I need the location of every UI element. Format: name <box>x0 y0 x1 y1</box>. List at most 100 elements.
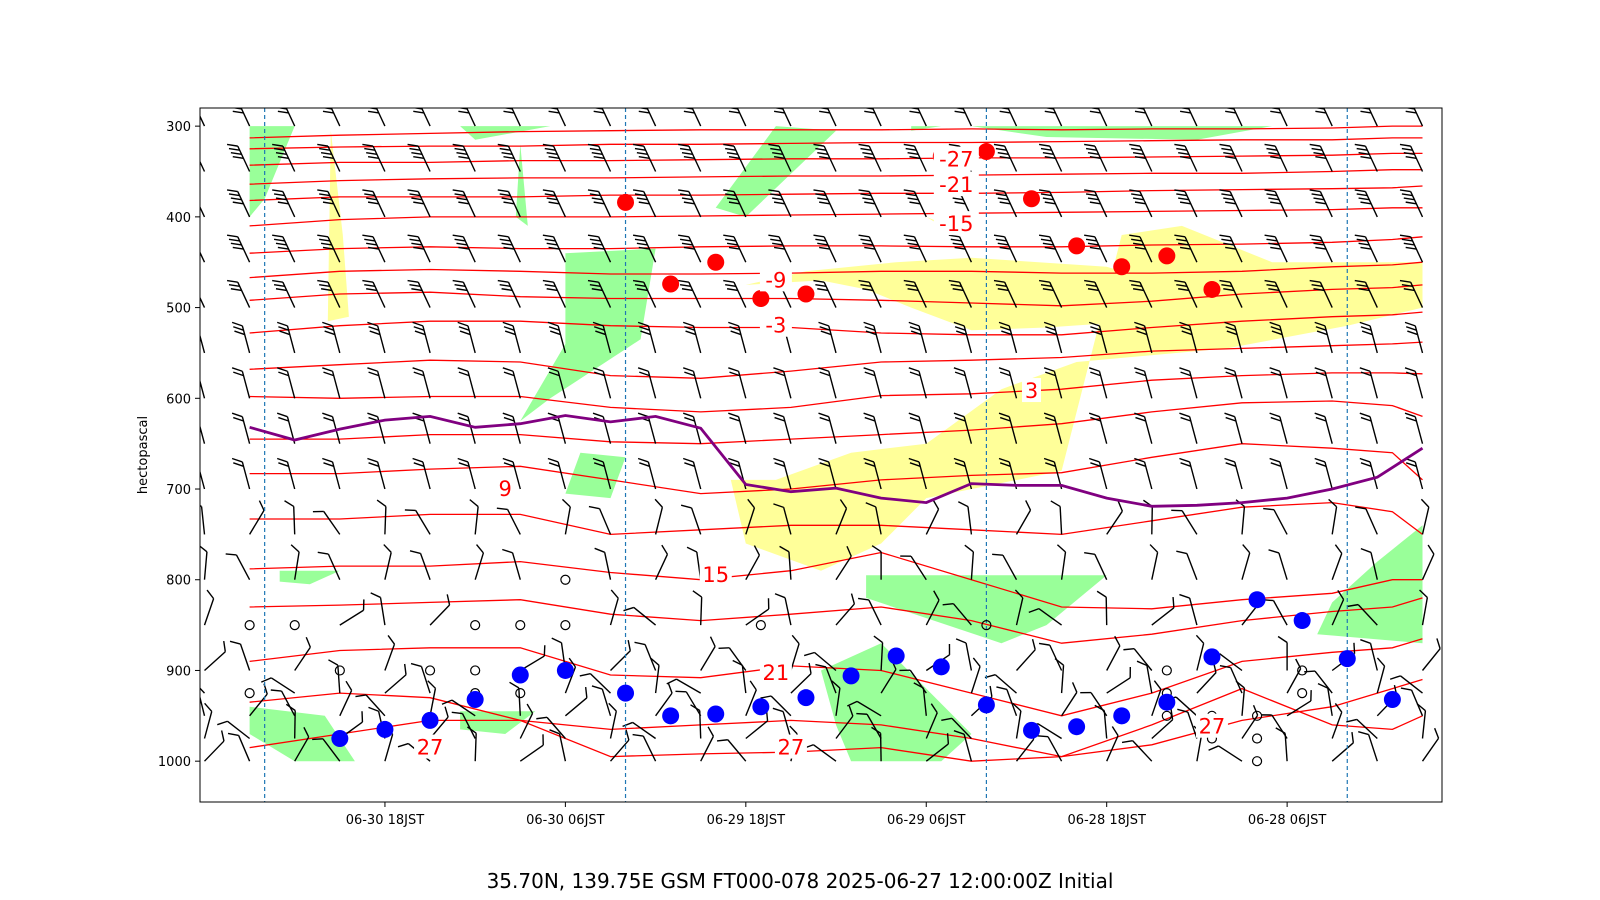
barb-feather <box>815 193 827 197</box>
barb-feather <box>1436 638 1441 649</box>
barb-feather <box>1223 242 1235 246</box>
barb-shaft <box>1037 723 1062 740</box>
barb-feather <box>1135 416 1146 422</box>
wind-barb <box>1028 607 1063 626</box>
wind-barb <box>1134 412 1153 444</box>
barb-feather <box>682 412 694 418</box>
barb-feather <box>456 288 468 292</box>
blue-marker <box>707 705 725 723</box>
wind-barb <box>1264 189 1288 218</box>
barb-feather <box>1313 242 1325 246</box>
barb-feather <box>413 156 425 160</box>
wind-barb <box>908 321 927 354</box>
barb-feather <box>685 330 697 336</box>
barb-feather <box>231 367 243 372</box>
barb-feather <box>953 730 965 735</box>
barb-shaft <box>1060 551 1067 580</box>
barb-feather <box>678 189 689 193</box>
barb-shaft <box>286 325 296 354</box>
wind-barb <box>637 367 657 399</box>
wind-barb <box>1286 690 1312 717</box>
barb-feather <box>948 143 960 147</box>
wind-barb <box>678 189 702 218</box>
wind-barb <box>1043 321 1063 354</box>
barb-feather <box>407 189 419 193</box>
barb-feather <box>681 197 693 201</box>
barb-feather <box>454 283 466 287</box>
wind-barb <box>200 145 206 172</box>
barb-feather <box>285 703 296 712</box>
barb-shaft <box>790 673 812 694</box>
barb-feather <box>728 457 739 463</box>
wind-barb <box>779 545 792 580</box>
barb-feather <box>361 711 364 723</box>
wind-barb <box>200 191 206 218</box>
barb-feather <box>909 110 921 114</box>
barb-shaft <box>552 236 567 263</box>
barb-feather <box>546 242 558 246</box>
barb-feather <box>1174 189 1186 193</box>
barb-shaft <box>200 325 206 354</box>
barb-feather <box>956 330 967 336</box>
barb-feather <box>999 246 1011 250</box>
wind-barb <box>294 637 312 671</box>
barb-feather <box>1360 110 1372 114</box>
barb-feather <box>860 147 872 151</box>
barb-feather <box>803 651 815 657</box>
barb-feather <box>226 279 238 283</box>
wind-barb <box>1309 234 1333 263</box>
barb-feather <box>1264 279 1276 283</box>
barb-shaft <box>564 506 571 535</box>
barb-feather <box>456 197 468 201</box>
barb-feather <box>818 412 829 418</box>
wind-barb <box>1264 143 1288 172</box>
barb-shaft <box>1049 108 1063 127</box>
barb-feather <box>457 412 469 418</box>
barb-feather <box>993 143 1005 147</box>
wind-barb <box>312 738 341 762</box>
barb-feather <box>1358 197 1370 201</box>
barb-shaft <box>270 677 296 694</box>
barb-shaft <box>1106 510 1123 535</box>
barb-feather <box>589 238 601 242</box>
barb-feather <box>387 635 396 645</box>
barb-feather <box>230 151 242 155</box>
barb-feather <box>729 416 740 422</box>
barb-shaft <box>1139 191 1153 218</box>
wind-barb <box>908 367 927 399</box>
barb-shaft <box>868 599 882 626</box>
barb-feather <box>1134 201 1146 205</box>
calm-circle <box>1297 665 1308 676</box>
barb-feather <box>413 462 425 467</box>
barb-shaft <box>1324 371 1333 399</box>
barb-feather <box>1337 590 1345 600</box>
wind-barb <box>1106 635 1121 671</box>
wind-barb <box>1174 234 1198 263</box>
barb-feather <box>999 156 1011 160</box>
barb-feather <box>322 412 333 418</box>
barb-feather <box>863 412 875 418</box>
y-tick-label: 700 <box>166 483 191 498</box>
barb-feather <box>228 238 240 242</box>
isotherm-label: 9 <box>499 477 512 501</box>
green-region <box>866 575 1107 644</box>
barb-feather <box>409 147 421 151</box>
blue-marker <box>376 720 394 738</box>
barb-feather <box>550 330 561 336</box>
barb-shaft <box>1139 108 1153 127</box>
barb-feather <box>725 193 736 197</box>
barb-feather <box>1129 234 1141 238</box>
barb-shaft <box>1015 649 1036 671</box>
barb-feather <box>499 193 511 197</box>
barb-shaft <box>925 599 940 626</box>
barb-feather <box>1084 279 1095 283</box>
wind-barb <box>1241 705 1259 739</box>
barb-feather <box>1056 544 1066 553</box>
barb-feather <box>1043 367 1055 372</box>
barb-shaft <box>1184 108 1198 127</box>
wind-barb <box>1404 412 1424 444</box>
barb-feather <box>276 457 288 463</box>
wind-barb <box>760 695 792 717</box>
wind-barb <box>858 234 882 263</box>
barb-feather <box>458 156 470 160</box>
